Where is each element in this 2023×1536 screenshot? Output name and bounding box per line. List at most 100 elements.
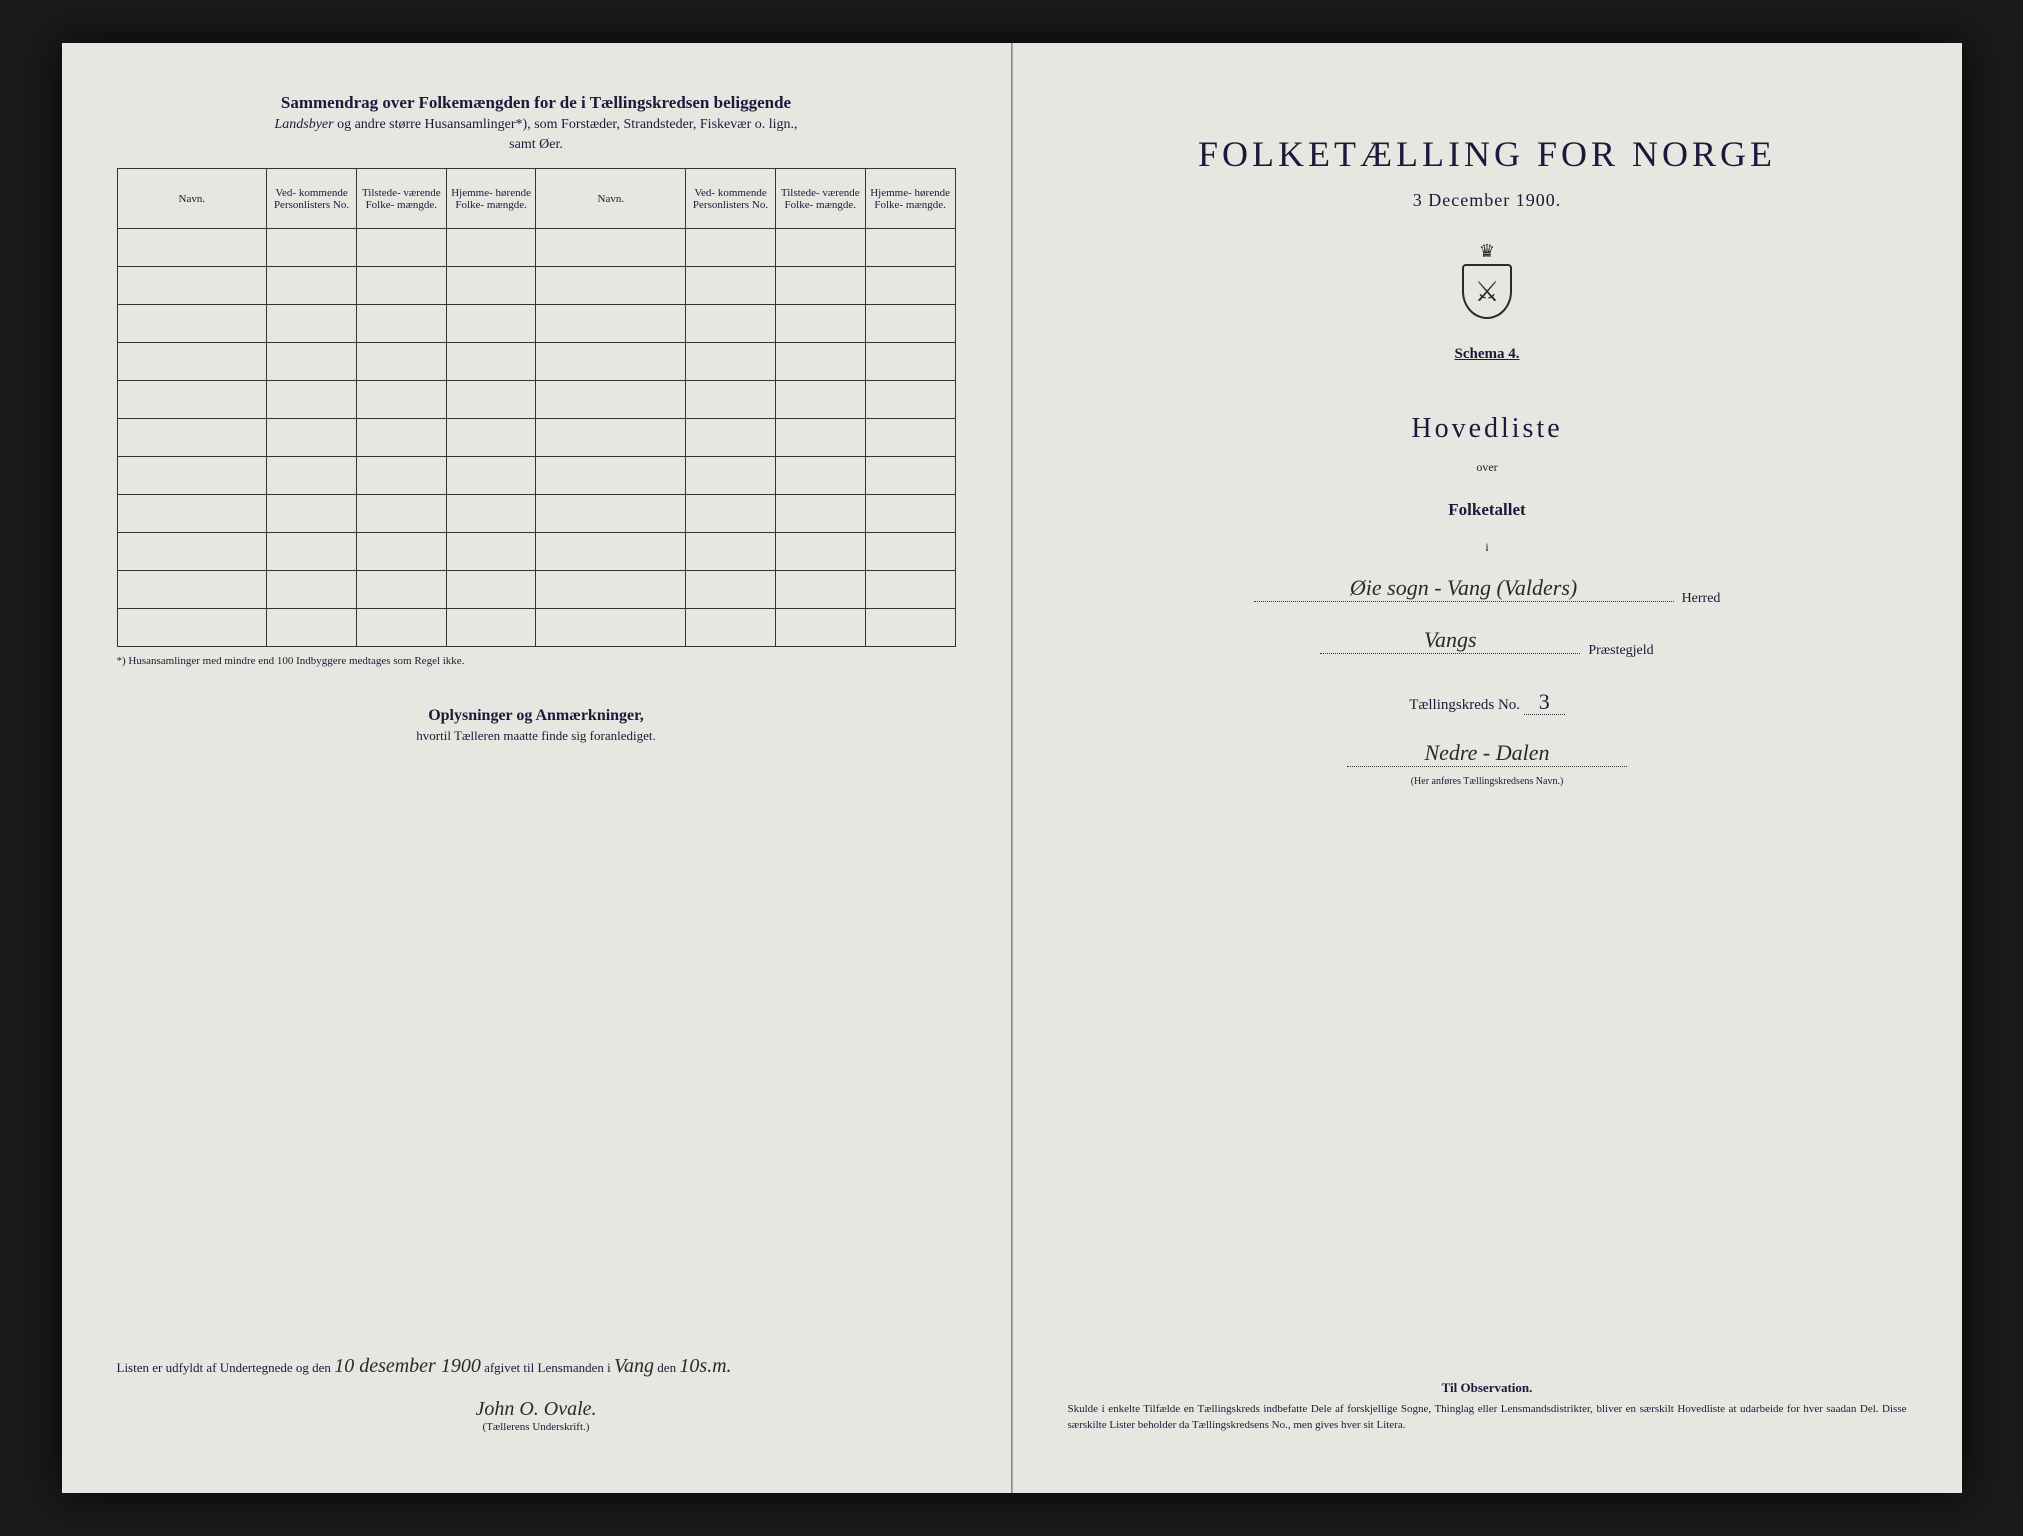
summary-subtitle: Landsbyer og andre større Husansamlinger… — [117, 117, 956, 133]
summary-title: Sammendrag over Folkemængden for de i Tæ… — [117, 93, 956, 113]
observation-title: Til Observation. — [1068, 1380, 1907, 1396]
col-hjemme-1: Hjemme- hørende Folke- mængde. — [446, 169, 536, 229]
i-label: i — [1068, 540, 1907, 555]
census-title: FOLKETÆLLING FOR NORGE — [1068, 133, 1907, 175]
table-cell — [267, 305, 357, 343]
observation-block: Til Observation. Skulde i enkelte Tilfæl… — [1068, 1380, 1907, 1433]
left-page: Sammendrag over Folkemængden for de i Tæ… — [62, 43, 1012, 1493]
table-cell — [865, 343, 955, 381]
table-cell — [117, 343, 267, 381]
table-cell — [865, 533, 955, 571]
table-cell — [117, 533, 267, 571]
table-cell — [117, 229, 267, 267]
table-cell — [775, 609, 865, 647]
table-cell — [446, 419, 536, 457]
table-cell — [267, 229, 357, 267]
table-cell — [446, 343, 536, 381]
table-cell — [267, 419, 357, 457]
shield-icon: ⚔ — [1462, 264, 1512, 319]
coat-of-arms-icon: ♛ ⚔ — [1457, 241, 1517, 316]
hovedliste-title: Hovedliste — [1068, 413, 1907, 445]
table-cell — [117, 305, 267, 343]
table-body — [117, 229, 955, 647]
table-cell — [865, 305, 955, 343]
folketallet-label: Folketallet — [1068, 500, 1907, 520]
kreds-name-field: Nedre - Dalen — [1347, 745, 1627, 767]
right-page: FOLKETÆLLING FOR NORGE 3 December 1900. … — [1012, 43, 1962, 1493]
table-cell — [686, 381, 776, 419]
table-cell — [356, 229, 446, 267]
table-cell — [267, 457, 357, 495]
summary-subtitle-2: samt Øer. — [117, 137, 956, 153]
table-cell — [865, 457, 955, 495]
table-cell — [446, 609, 536, 647]
table-cell — [686, 419, 776, 457]
signature-block: Listen er udfyldt af Undertegnede og den… — [117, 1355, 956, 1433]
kreds-number: 3 — [1524, 689, 1565, 715]
table-cell — [267, 381, 357, 419]
table-cell — [536, 305, 686, 343]
table-row — [117, 381, 955, 419]
place-handwritten: Vang — [614, 1355, 654, 1377]
table-cell — [267, 343, 357, 381]
table-cell — [686, 229, 776, 267]
table-cell — [536, 419, 686, 457]
table-cell — [686, 609, 776, 647]
table-row — [117, 495, 955, 533]
herred-label: Herred — [1682, 591, 1721, 607]
table-cell — [356, 305, 446, 343]
kreds-number-row: Tællingskreds No. 3 — [1068, 689, 1907, 715]
table-cell — [536, 495, 686, 533]
kreds-caption: (Her anføres Tællingskredsens Navn.) — [1068, 776, 1907, 787]
table-cell — [536, 229, 686, 267]
table-cell — [865, 571, 955, 609]
table-cell — [775, 267, 865, 305]
table-cell — [446, 533, 536, 571]
census-date: 3 December 1900. — [1068, 190, 1907, 211]
attestation-line: Listen er udfyldt af Undertegnede og den… — [117, 1355, 956, 1378]
table-cell — [267, 533, 357, 571]
table-cell — [356, 343, 446, 381]
table-cell — [775, 305, 865, 343]
table-cell — [686, 533, 776, 571]
signature-line: John O. Ovale. (Tællerens Underskrift.) — [117, 1398, 956, 1433]
table-row — [117, 571, 955, 609]
table-cell — [356, 381, 446, 419]
table-cell — [117, 571, 267, 609]
signature-caption: (Tællerens Underskrift.) — [117, 1421, 956, 1433]
table-cell — [356, 419, 446, 457]
col-hjemme-2: Hjemme- hørende Folke- mængde. — [865, 169, 955, 229]
table-row — [117, 609, 955, 647]
table-cell — [686, 571, 776, 609]
table-cell — [865, 419, 955, 457]
date-handwritten: 10 desember 1900 — [334, 1355, 481, 1377]
table-cell — [117, 457, 267, 495]
table-header-row: Navn. Ved- kommende Personlisters No. Ti… — [117, 169, 955, 229]
table-cell — [446, 267, 536, 305]
table-cell — [536, 457, 686, 495]
footnote: *) Husansamlinger med mindre end 100 Ind… — [117, 655, 956, 667]
remarks-subtitle: hvortil Tælleren maatte finde sig foranl… — [117, 728, 956, 744]
kreds-name-row: Nedre - Dalen (Her anføres Tællingskreds… — [1068, 745, 1907, 787]
col-personlist-2: Ved- kommende Personlisters No. — [686, 169, 776, 229]
praeste-row: Vangs Præstegjeld — [1068, 632, 1907, 659]
table-cell — [536, 267, 686, 305]
crown-icon: ♛ — [1457, 241, 1517, 262]
table-cell — [775, 533, 865, 571]
table-cell — [446, 457, 536, 495]
table-cell — [686, 457, 776, 495]
table-cell — [446, 571, 536, 609]
table-cell — [865, 495, 955, 533]
col-tilstede-2: Tilstede- værende Folke- mængde. — [775, 169, 865, 229]
table-cell — [775, 495, 865, 533]
table-cell — [267, 571, 357, 609]
remarks-section: Oplysninger og Anmærkninger, hvortil Tæl… — [117, 707, 956, 744]
table-cell — [686, 267, 776, 305]
table-cell — [536, 571, 686, 609]
table-cell — [117, 495, 267, 533]
table-cell — [356, 533, 446, 571]
table-cell — [446, 305, 536, 343]
left-header: Sammendrag over Folkemængden for de i Tæ… — [117, 93, 956, 153]
herred-field: Øie sogn - Vang (Valders) — [1254, 580, 1674, 602]
col-navn-2: Navn. — [536, 169, 686, 229]
